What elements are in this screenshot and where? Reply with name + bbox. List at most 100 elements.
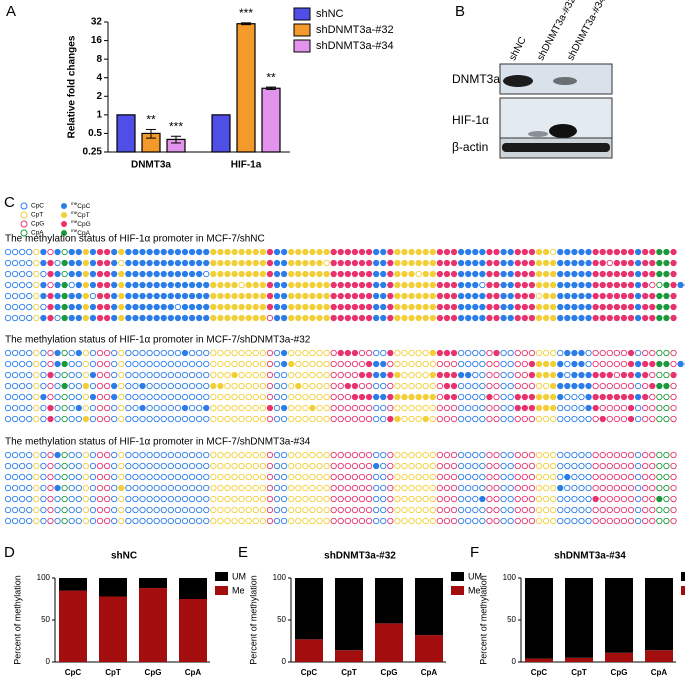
cpx-site xyxy=(613,303,621,311)
cpx-site xyxy=(132,314,139,322)
cpx-site xyxy=(479,484,486,492)
cpx-site xyxy=(443,451,451,459)
cpx-site xyxy=(542,292,550,300)
bar-segment xyxy=(139,588,167,662)
cpx-site xyxy=(408,484,415,492)
cpx-site xyxy=(26,360,33,368)
cpx-site xyxy=(231,517,238,525)
cpx-site xyxy=(118,303,125,311)
cpx-site xyxy=(585,451,592,459)
cpx-site xyxy=(61,292,68,300)
cpx-site xyxy=(422,248,429,256)
cpx-site xyxy=(288,517,295,525)
cpx-site xyxy=(599,382,606,390)
cpx-site xyxy=(422,259,429,267)
cpx-site xyxy=(528,371,536,379)
cpx-site xyxy=(620,259,628,267)
cpx-site xyxy=(68,281,75,289)
significance-label: ** xyxy=(146,113,156,127)
cpx-site xyxy=(40,360,47,368)
cpx-site xyxy=(217,517,224,525)
cpx-site xyxy=(344,270,351,278)
cpx-site xyxy=(266,473,274,481)
cpx-site xyxy=(344,314,351,322)
cpx-site xyxy=(224,451,231,459)
cpx-site xyxy=(302,451,309,459)
cpx-site xyxy=(507,382,514,390)
cpx-site xyxy=(238,382,245,390)
cpx-site xyxy=(330,451,337,459)
cpx-site xyxy=(26,506,33,514)
cpx-site xyxy=(465,270,472,278)
cpx-site xyxy=(224,371,231,379)
cpx-site xyxy=(75,371,82,379)
cpx-site xyxy=(564,303,571,311)
cpx-site xyxy=(613,270,621,278)
cpx-site xyxy=(578,473,585,481)
cpx-site xyxy=(337,281,344,289)
cpx-site xyxy=(217,462,224,470)
panel-label: F xyxy=(470,544,479,561)
cpx-site xyxy=(649,248,656,256)
cpx-site xyxy=(118,292,125,300)
cpx-site xyxy=(139,349,146,357)
cpx-site xyxy=(259,259,267,267)
cpx-site xyxy=(19,360,26,368)
cpx-site xyxy=(82,292,90,300)
cpx-site xyxy=(507,517,514,525)
cpx-site xyxy=(656,248,663,256)
cpx-site xyxy=(486,292,493,300)
cpx-site xyxy=(181,517,189,525)
cpx-site xyxy=(252,393,259,401)
cpx-site xyxy=(323,292,330,300)
cpx-site xyxy=(54,292,61,300)
cpx-site xyxy=(266,371,274,379)
cpx-site xyxy=(210,517,217,525)
cpx-site xyxy=(592,371,599,379)
cpx-site xyxy=(401,462,408,470)
cpx-site xyxy=(528,360,536,368)
cpx-site xyxy=(472,415,479,423)
cpx-site xyxy=(663,462,670,470)
cpx-site xyxy=(217,451,224,459)
cpx-site xyxy=(40,404,47,412)
cpx-site xyxy=(599,415,606,423)
cpx-site xyxy=(245,371,252,379)
cpx-site xyxy=(82,415,90,423)
bar-segment xyxy=(565,657,593,662)
cpx-site xyxy=(245,473,252,481)
cpx-site xyxy=(677,360,684,368)
cpx-site xyxy=(68,382,75,390)
cpx-site xyxy=(585,415,592,423)
cpx-site xyxy=(96,292,104,300)
cpx-site xyxy=(542,484,550,492)
cpx-site xyxy=(457,248,465,256)
legend-swatch xyxy=(451,586,464,595)
cpx-site xyxy=(344,495,351,503)
cpx-site xyxy=(613,473,621,481)
cpx-site xyxy=(273,371,281,379)
cpx-site xyxy=(620,303,628,311)
cpx-site xyxy=(210,473,217,481)
cpx-site xyxy=(68,415,75,423)
cpx-site xyxy=(181,484,189,492)
cpx-site xyxy=(266,462,274,470)
cpx-site xyxy=(309,281,316,289)
cpx-site xyxy=(344,292,351,300)
cpx-site xyxy=(54,248,61,256)
cpx-site xyxy=(323,349,330,357)
cpx-site xyxy=(592,248,599,256)
cpx-site xyxy=(634,371,642,379)
cpx-site xyxy=(415,462,422,470)
cpx-site xyxy=(231,495,238,503)
cpx-site xyxy=(358,404,366,412)
cpx-site xyxy=(373,517,380,525)
cpx-site xyxy=(96,473,104,481)
cpx-site xyxy=(564,506,571,514)
cpx-site xyxy=(443,248,451,256)
cpx-site xyxy=(68,259,75,267)
cpx-site xyxy=(19,371,26,379)
cpx-site xyxy=(535,506,543,514)
cpx-site xyxy=(557,484,564,492)
cpx-site xyxy=(550,292,557,300)
